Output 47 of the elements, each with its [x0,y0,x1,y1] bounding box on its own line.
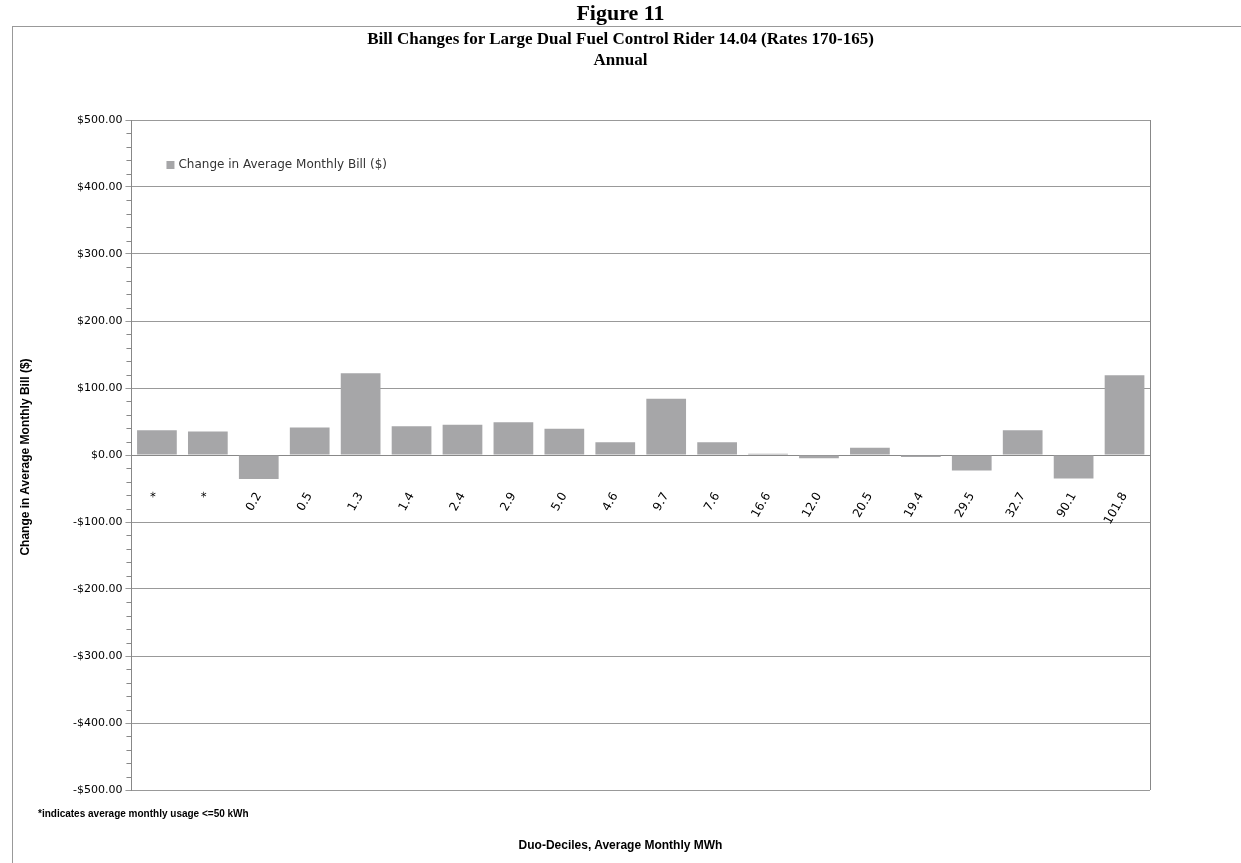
x-tick-label: 0.5 [293,489,316,514]
legend-label: Change in Average Monthly Bill ($) [178,157,387,172]
x-axis-title: Duo-Deciles, Average Monthly MWh [517,838,724,852]
y-tick-label: -$200.00 [72,581,123,595]
x-tick-label: * [198,489,214,502]
y-tick-label: -$300.00 [72,648,123,662]
y-tick-label: $0.00 [90,447,123,461]
x-tick-label: 4.6 [598,489,621,514]
x-tick-label: 1.3 [344,489,366,514]
bar [1104,375,1145,455]
y-tick-label: -$400.00 [72,715,123,729]
chart-subtitle: Annual [592,49,649,70]
x-tick-label: 9.7 [649,489,672,514]
y-tick-label: $100.00 [76,380,123,394]
bar [187,431,228,455]
bar [391,426,432,455]
x-tick-label: 2.4 [446,489,468,514]
y-tick-label: $300.00 [76,246,123,260]
bar [850,447,890,455]
y-tick-label: $500.00 [76,112,123,126]
x-tick-label: 7.6 [700,489,723,514]
bar [646,398,687,455]
x-tick-label: * [147,489,163,502]
bar [137,430,177,455]
bar [238,455,279,480]
caption: Figure 11 [575,0,666,26]
bar [1002,430,1043,455]
y-tick-label: -$500.00 [72,782,123,796]
bar [340,373,381,455]
x-tick-label: 2.9 [497,489,519,514]
x-tick-label: 5.0 [547,489,570,514]
bar [951,455,992,471]
bar [544,428,585,455]
y-tick-label: $400.00 [76,179,123,193]
bar [442,424,483,455]
text: *indicates average monthly usage <=50 kWh [38,808,249,819]
y-tick-label: -$100.00 [72,514,123,528]
bar [595,442,636,455]
y-tick-label: $200.00 [76,313,123,327]
x-tick-label: 1.4 [395,489,417,514]
bar [697,442,737,455]
chart-title: Bill Changes for Large Dual Fuel Control Rider 14.04 (Rates 170-165) [366,28,875,49]
y-axis-title: Change in Average Monthly Bill ($) [18,357,32,558]
bar [289,427,330,455]
bar [493,422,534,455]
bar [1053,455,1094,479]
x-tick-label: 0.2 [242,489,265,514]
